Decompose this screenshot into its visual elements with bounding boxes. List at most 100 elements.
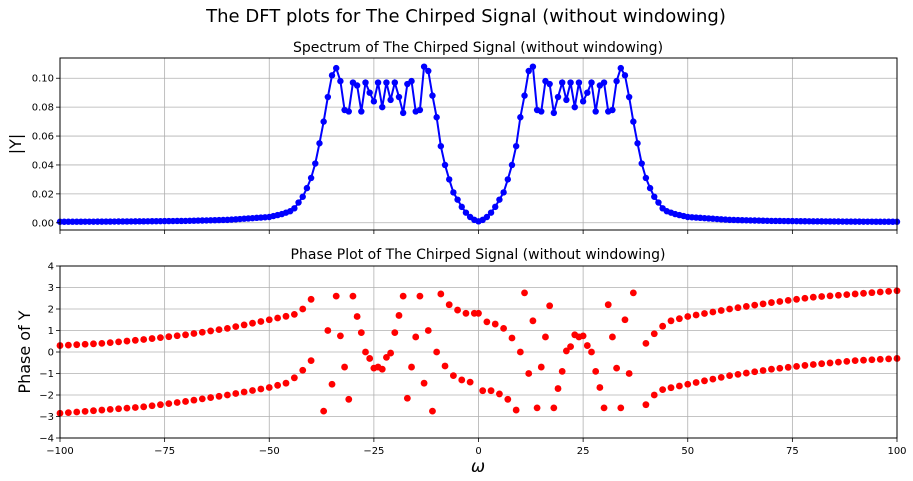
phase-title: Phase Plot of The Chirped Signal (withou…	[291, 247, 666, 263]
phase-point	[759, 300, 767, 308]
phase-point	[140, 336, 148, 343]
phase-point	[437, 290, 445, 298]
phase-point	[433, 348, 441, 356]
phase-point	[282, 312, 290, 320]
phase-point	[274, 381, 282, 389]
phase-point	[240, 321, 248, 329]
phase-point	[362, 348, 369, 356]
spectrum-subplot: Spectrum of The Chirped Signal (without …	[6, 40, 901, 234]
spectrum-point	[529, 63, 537, 70]
phase-point	[734, 304, 742, 312]
spectrum-point	[638, 160, 645, 167]
phase-point	[818, 293, 826, 300]
phase-point	[768, 365, 775, 373]
phase-point	[257, 318, 265, 325]
spectrum-point	[399, 109, 407, 117]
phase-point	[667, 384, 675, 392]
spectrum-point	[646, 184, 654, 192]
phase-point	[659, 386, 667, 394]
phase-point	[726, 372, 733, 380]
spectrum-point	[487, 209, 495, 216]
spectrum-point	[600, 79, 608, 86]
spectrum-point	[504, 176, 511, 183]
phase-point	[328, 380, 336, 388]
phase-point	[550, 404, 558, 412]
spectrum-point	[383, 79, 390, 86]
phase-point	[742, 303, 750, 310]
spectrum-point	[391, 79, 398, 86]
phase-point	[613, 364, 621, 372]
phase-point	[600, 404, 608, 412]
phase-point	[412, 333, 420, 341]
spectrum-point	[370, 98, 378, 105]
phase-point	[516, 348, 524, 356]
phase-ytick-label: −1	[39, 369, 54, 380]
phase-grid	[59, 265, 898, 439]
phase-point	[232, 390, 240, 397]
phase-point	[165, 333, 173, 341]
phase-ytick-label: −3	[39, 412, 54, 423]
spectrum-title: Spectrum of The Chirped Signal (without …	[293, 40, 663, 56]
phase-point	[604, 301, 612, 309]
spectrum-point	[642, 174, 650, 182]
spectrum-point	[483, 213, 491, 221]
spectrum-point	[617, 64, 624, 72]
phase-point	[395, 312, 403, 319]
spectrum-point	[324, 93, 332, 101]
spectrum-point	[408, 77, 415, 85]
spectrum-point	[592, 108, 599, 115]
phase-point	[525, 370, 533, 377]
spectrum-point	[328, 72, 336, 79]
phase-point	[742, 369, 750, 377]
phase-point	[441, 362, 449, 370]
phase-point	[793, 295, 800, 303]
spectrum-point	[508, 161, 516, 169]
spectrum-point	[374, 79, 382, 86]
spectrum-point	[609, 106, 616, 114]
phase-point	[81, 340, 89, 348]
spectrum-point	[433, 114, 440, 121]
phase-point	[759, 367, 767, 374]
spectrum-point	[362, 79, 369, 86]
phase-ytick-label: −4	[39, 434, 54, 445]
phase-point	[609, 333, 616, 341]
phase-xtick-label: 0	[475, 446, 481, 457]
phase-point	[98, 340, 106, 347]
phase-point	[282, 379, 290, 387]
spectrum-ylabel: |Y|	[6, 134, 25, 155]
phase-point	[684, 313, 692, 320]
spectrum-point	[554, 93, 562, 101]
phase-point	[885, 287, 893, 295]
phase-point	[458, 376, 466, 384]
phase-point	[157, 334, 164, 342]
phase-point	[709, 308, 717, 316]
spectrum-point	[567, 79, 574, 86]
phase-ticks: −100 −75 −50 −25 0 25 50 75 100 −4 −3 −2 −1 0 1 2 3 4	[39, 262, 906, 458]
phase-point	[809, 361, 817, 368]
phase-point	[734, 370, 742, 378]
phase-point	[257, 385, 265, 393]
phase-point	[215, 392, 223, 400]
phase-point	[198, 328, 206, 336]
phase-ytick-label: 0	[48, 348, 54, 359]
phase-point	[420, 379, 428, 387]
phase-point	[274, 314, 282, 322]
phase-point	[592, 367, 600, 375]
phase-point	[332, 292, 340, 300]
phase-point	[650, 330, 658, 338]
phase-point	[353, 313, 361, 320]
phase-point	[81, 407, 89, 415]
phase-xtick-label: 75	[786, 446, 799, 457]
phase-point	[299, 305, 307, 313]
spectrum-point	[563, 96, 570, 104]
phase-point	[173, 399, 181, 406]
phase-ytick-label: 2	[48, 305, 54, 316]
spectrum-point	[441, 161, 449, 169]
phase-xlabel: ω	[471, 457, 485, 477]
spectrum-point	[517, 114, 524, 121]
phase-point	[148, 335, 156, 342]
phase-point	[701, 377, 708, 385]
spectrum-point	[571, 103, 578, 111]
spectrum-point	[291, 205, 298, 212]
phase-point	[140, 403, 148, 411]
